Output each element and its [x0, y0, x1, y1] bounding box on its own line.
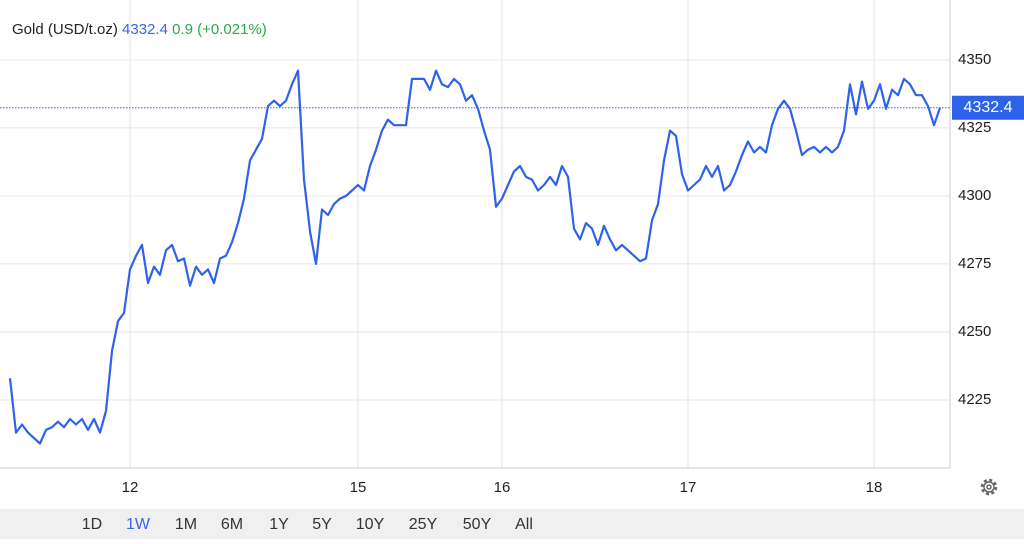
- y-tick-label: 4225: [958, 391, 991, 408]
- settings-icon[interactable]: [980, 478, 998, 496]
- y-tick-label: 4350: [958, 51, 991, 68]
- x-tick-label: 18: [866, 479, 883, 496]
- range-button[interactable]: 6M: [221, 516, 243, 533]
- y-tick-label: 4250: [958, 323, 991, 340]
- title: Gold (USD/t.oz): [12, 21, 118, 38]
- header: Gold (USD/t.oz) 4332.4 0.9 (+0.021%): [12, 21, 267, 38]
- range-bar: [0, 509, 1024, 539]
- range-button[interactable]: 5Y: [312, 516, 332, 533]
- change: 0.9 (+0.021%): [172, 21, 267, 38]
- range-button[interactable]: 1M: [175, 516, 197, 533]
- price: 4332.4: [122, 21, 168, 38]
- x-tick-label: 16: [494, 479, 511, 496]
- last-price-label: 4332.4: [964, 99, 1013, 116]
- y-tick-label: 4325: [958, 119, 991, 136]
- x-tick-label: 17: [680, 479, 697, 496]
- range-button[interactable]: 50Y: [463, 516, 492, 533]
- last-price-box: [952, 95, 1024, 120]
- range-button[interactable]: 25Y: [409, 516, 438, 533]
- x-tick-label: 15: [350, 479, 367, 496]
- x-tick-label: 12: [122, 479, 139, 496]
- y-tick-label: 4300: [958, 187, 991, 204]
- range-button[interactable]: 10Y: [356, 516, 385, 533]
- range-button[interactable]: 1D: [82, 516, 102, 533]
- y-tick-label: 4275: [958, 255, 991, 272]
- price-line: [8, 69, 942, 445]
- range-button[interactable]: 1Y: [269, 516, 289, 533]
- range-button[interactable]: 1W: [126, 516, 151, 533]
- range-button[interactable]: All: [515, 516, 533, 533]
